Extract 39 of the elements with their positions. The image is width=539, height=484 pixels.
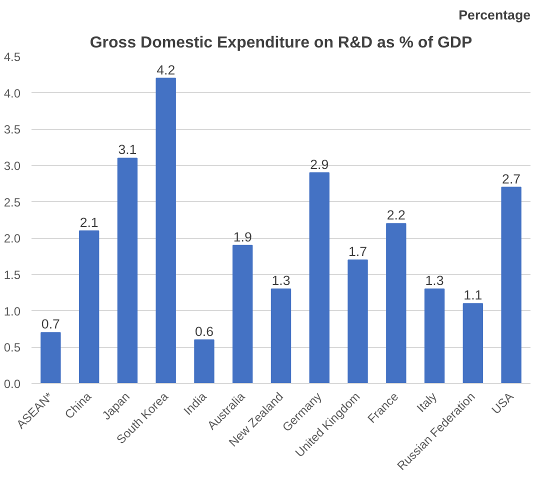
y-tick-label: 3.5: [4, 122, 21, 137]
bar: [40, 332, 61, 384]
y-tick-label: 2.0: [4, 232, 21, 246]
data-label: 1.9: [233, 229, 252, 244]
data-label: 4.2: [156, 62, 176, 78]
data-label: 1.7: [348, 244, 368, 259]
y-tick-label: 4.0: [4, 86, 21, 100]
y-tick-label: 3.0: [4, 159, 21, 173]
bar: [232, 244, 253, 384]
bar: [194, 339, 214, 384]
data-label: 2.1: [80, 214, 98, 230]
y-tick-label: 0.0: [4, 377, 21, 391]
y-tick-label: 0.5: [4, 340, 21, 355]
bar: [386, 223, 406, 384]
data-label: 3.1: [118, 142, 137, 158]
data-label: 2.7: [502, 171, 521, 186]
bar: [424, 288, 445, 384]
bar: [117, 158, 138, 384]
bar: [501, 186, 522, 384]
y-tick-label: 4.5: [4, 50, 21, 64]
data-label: 1.1: [464, 288, 482, 303]
bar: [462, 303, 484, 384]
bar: [78, 230, 100, 384]
chart-title: Gross Domestic Expenditure on R&D as % of GDP: [90, 34, 472, 52]
y-tick-label: 1.5: [4, 268, 21, 282]
data-label: 0.6: [194, 324, 214, 339]
data-label: 2.2: [386, 208, 406, 223]
y-tick-label: 2.5: [4, 195, 21, 210]
x-tick-label: USA: [488, 390, 516, 417]
data-label: 0.7: [41, 316, 60, 332]
data-label: 1.3: [425, 273, 444, 288]
text: Percentage: [458, 8, 531, 22]
bar: [270, 288, 292, 384]
bar: [156, 78, 176, 384]
data-label: 1.3: [272, 273, 290, 288]
bar: [348, 259, 368, 384]
y-tick-label: 1.0: [4, 304, 21, 318]
bar: [309, 172, 330, 384]
data-label: 2.9: [310, 156, 329, 172]
